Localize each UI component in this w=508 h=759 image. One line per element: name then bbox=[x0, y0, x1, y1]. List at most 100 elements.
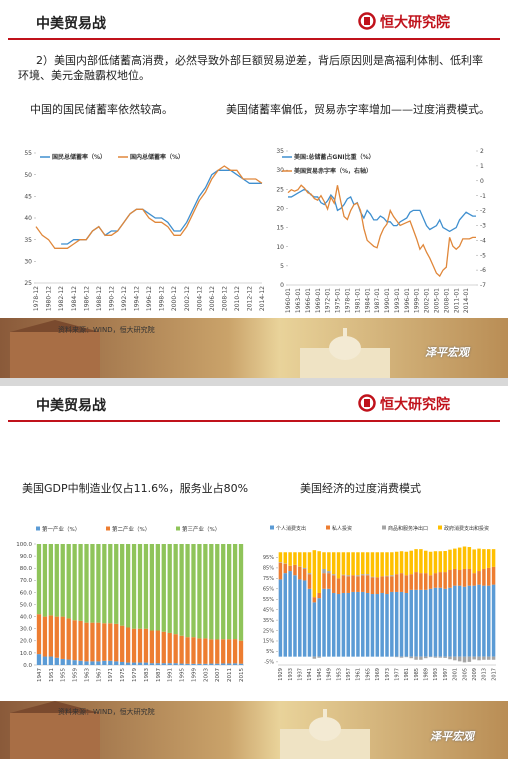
bar-segment bbox=[232, 544, 238, 640]
bar-segment bbox=[108, 623, 113, 661]
bar-segment bbox=[394, 574, 399, 592]
bar-segment bbox=[125, 627, 131, 663]
legend-swatch bbox=[176, 526, 180, 531]
bar-segment bbox=[209, 639, 214, 664]
bar-segment bbox=[209, 663, 214, 665]
bar-segment bbox=[457, 547, 462, 571]
bar-segment bbox=[317, 551, 321, 593]
bar-segment bbox=[179, 663, 184, 665]
y-tick-label: 55% bbox=[263, 597, 274, 603]
y-tick-label: 85% bbox=[263, 566, 274, 572]
x-tick-label: 1990-01 bbox=[384, 288, 391, 313]
y-tick-label: 15% bbox=[263, 639, 274, 645]
y-tick-label: 40 bbox=[24, 215, 32, 222]
x-tick-label: 2008-12 bbox=[221, 286, 228, 311]
x-tick-label: 1933 bbox=[288, 668, 294, 681]
bar-segment bbox=[443, 588, 447, 657]
bar-segment bbox=[341, 552, 346, 575]
x-tick-label: 2000-12 bbox=[171, 286, 178, 311]
legend-swatch bbox=[382, 525, 386, 530]
x-tick-label: 2002-01 bbox=[424, 288, 431, 313]
bar-segment bbox=[443, 551, 447, 573]
bar-segment bbox=[66, 618, 71, 660]
x-tick-label: 1966-01 bbox=[305, 288, 312, 313]
bar-segment bbox=[385, 575, 389, 577]
series-line bbox=[287, 184, 476, 278]
x-tick-label: 1999-01 bbox=[414, 288, 421, 313]
bar-segment bbox=[143, 628, 149, 663]
x-tick-label: 1963-01 bbox=[295, 288, 302, 313]
bar-segment bbox=[385, 576, 389, 595]
bar-segment bbox=[370, 576, 375, 578]
bar-segment bbox=[370, 552, 375, 577]
bar-segment bbox=[72, 620, 77, 661]
x-tick-label: 1992-12 bbox=[121, 286, 128, 311]
bar-segment bbox=[155, 630, 160, 664]
x-tick-label: 2005-01 bbox=[434, 288, 441, 313]
legend-label: 第三产业（%） bbox=[182, 525, 220, 533]
x-tick-label: 1986-12 bbox=[83, 286, 90, 311]
y-tick-label: 25 bbox=[24, 280, 32, 287]
bar-segment bbox=[365, 552, 370, 575]
bar-segment bbox=[409, 589, 413, 657]
bar-segment bbox=[438, 656, 443, 658]
bar-segment bbox=[143, 662, 149, 665]
x-tick-label: 1951 bbox=[49, 668, 55, 682]
bar-segment bbox=[298, 579, 302, 657]
bar-segment bbox=[491, 566, 496, 585]
x-tick-label: 1984-01 bbox=[364, 288, 371, 313]
logo-text: 恒大研究院 bbox=[380, 397, 450, 413]
bar-segment bbox=[131, 662, 137, 665]
y-tick-label: 15 bbox=[276, 225, 284, 232]
legend-label: 政府消费支出和投资 bbox=[444, 525, 489, 532]
bar-segment bbox=[102, 623, 107, 661]
bar-segment bbox=[137, 662, 143, 665]
x-tick-label: 2006-12 bbox=[209, 286, 216, 311]
bar-segment bbox=[404, 575, 409, 593]
bar-segment bbox=[428, 656, 433, 658]
x-tick-label: 1996-12 bbox=[146, 286, 153, 311]
bar-segment bbox=[491, 549, 496, 567]
bar-segment bbox=[167, 663, 172, 665]
bar-segment bbox=[409, 656, 413, 659]
bar-segment bbox=[399, 551, 404, 574]
y-tick-label: -6 bbox=[480, 267, 486, 274]
source-note: 资料来源：WIND，恒大研究院 bbox=[58, 326, 155, 334]
y-tick-label: 30 bbox=[24, 258, 32, 265]
bar-segment bbox=[312, 602, 317, 657]
bar-segment bbox=[409, 574, 413, 590]
bar-segment bbox=[467, 547, 472, 569]
bar-segment bbox=[477, 571, 481, 585]
bar-segment bbox=[149, 630, 155, 664]
bar-segment bbox=[472, 585, 476, 657]
x-tick-label: 1996-01 bbox=[404, 288, 411, 313]
y-tick-label: 1 bbox=[480, 163, 484, 170]
bar-segment bbox=[390, 576, 394, 592]
bar-segment bbox=[448, 587, 452, 657]
y-tick-label: 30.0 bbox=[20, 627, 33, 633]
bar-segment bbox=[457, 570, 462, 586]
bar-segment bbox=[443, 656, 447, 658]
bar-segment bbox=[179, 635, 184, 664]
bar-segment bbox=[60, 616, 65, 659]
bar-segment bbox=[293, 564, 297, 576]
bar-segment bbox=[419, 549, 423, 574]
bar-segment bbox=[419, 573, 423, 590]
bar-segment bbox=[90, 544, 95, 623]
bar-segment bbox=[102, 660, 107, 665]
bar-segment bbox=[307, 573, 312, 575]
x-tick-label: 1991 bbox=[168, 668, 174, 682]
bar-segment bbox=[380, 592, 384, 657]
bar-segment bbox=[36, 654, 42, 665]
bar-segment bbox=[238, 640, 244, 664]
bar-segment bbox=[317, 592, 321, 599]
slide-title: 中美贸易战 bbox=[36, 16, 106, 32]
x-tick-label: 1945 bbox=[317, 668, 323, 681]
x-tick-label: 2010-12 bbox=[234, 286, 241, 311]
bar-segment bbox=[462, 656, 467, 663]
bar-segment bbox=[179, 544, 184, 636]
bar-segment bbox=[486, 585, 491, 657]
bar-segment bbox=[424, 589, 428, 657]
x-tick-label: 2011-01 bbox=[453, 288, 460, 313]
